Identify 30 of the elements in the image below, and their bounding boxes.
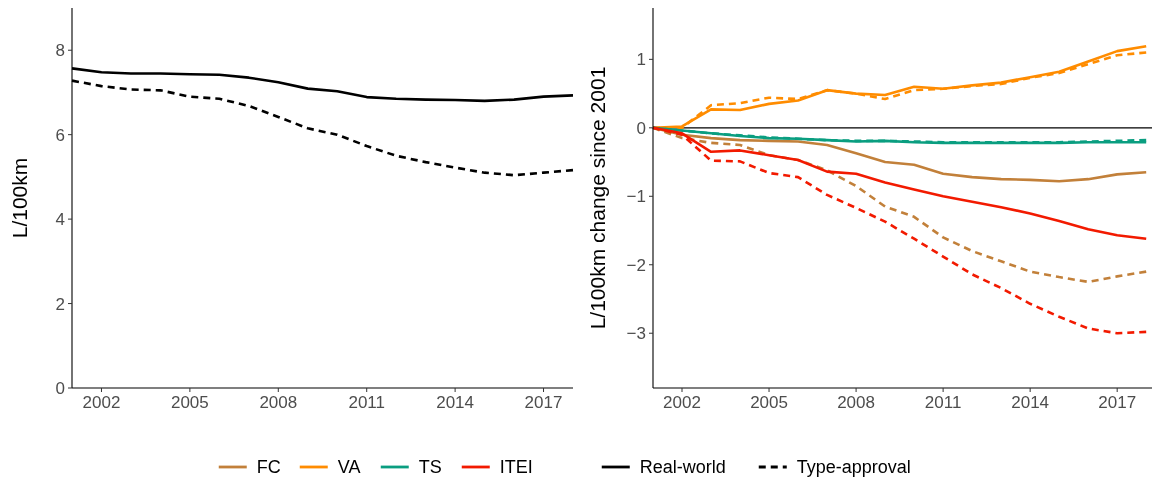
x-tick-label: 2011 (348, 393, 385, 412)
x-tick-label: 2008 (259, 393, 298, 412)
x-tick-label: 2014 (436, 393, 475, 412)
y-tick-label: −1 (626, 187, 646, 207)
y-tick-label: −2 (626, 255, 646, 275)
y-axis-title: L/100km (8, 157, 31, 239)
legend-label: FC (256, 457, 281, 478)
x-tick-label: 2005 (170, 393, 209, 412)
x-tick-label: 2002 (82, 393, 121, 412)
y-tick-label: 0 (636, 118, 646, 138)
y-tick-label: 4 (55, 210, 65, 230)
y-tick-label: 1 (636, 50, 646, 70)
legend-label: VA (337, 457, 361, 478)
x-tick-label: 2014 (1011, 393, 1050, 412)
y-tick-label: 2 (55, 294, 65, 314)
legend-label: TS (418, 457, 442, 478)
x-tick-label: 2008 (837, 393, 875, 412)
x-tick-label: 2017 (524, 393, 563, 412)
x-tick-label: 2002 (663, 393, 701, 412)
y-tick-label: 6 (55, 125, 65, 145)
y-tick-label: 0 (55, 378, 65, 398)
y-axis-title: L/100km change since 2001 (586, 66, 609, 330)
x-tick-label: 2017 (1098, 393, 1137, 412)
legend-label: Type-approval (796, 457, 911, 478)
x-tick-label: 2011 (924, 393, 962, 412)
x-tick-label: 2005 (750, 393, 788, 412)
legend-label: ITEI (499, 457, 533, 478)
legend-label: Real-world (639, 457, 726, 478)
y-tick-label: −3 (626, 324, 646, 344)
y-tick-label: 8 (55, 41, 65, 61)
